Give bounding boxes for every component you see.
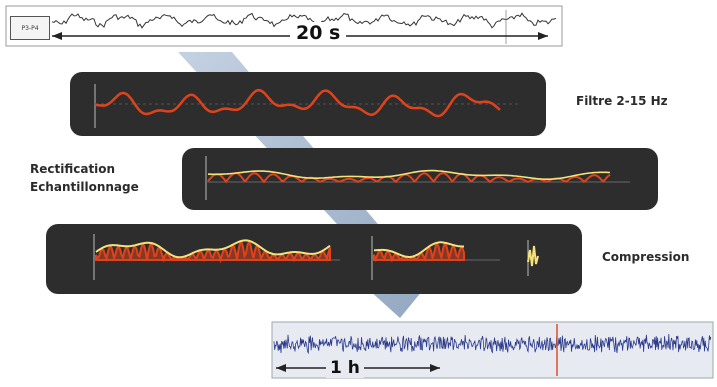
compressed-wave-1 xyxy=(95,239,331,264)
duration-1h-label: 1 h xyxy=(326,358,364,378)
duration-1h-arrowhead-left xyxy=(276,364,286,372)
compressed-eeg-trace xyxy=(273,333,712,355)
sampling-label: Echantillonnage xyxy=(30,180,139,194)
rectification-panel xyxy=(182,148,658,210)
filter-label: Filtre 2-15 Hz xyxy=(576,94,668,108)
rectification-label: Rectification xyxy=(30,162,116,176)
duration-20s-arrowhead-right xyxy=(538,32,548,40)
rectified-envelope xyxy=(208,169,611,180)
compressed-wave-3 xyxy=(527,245,539,267)
channel-label: P3-P4 xyxy=(10,16,50,40)
duration-20s-label: 20 s xyxy=(290,22,347,44)
duration-20s-arrowhead-left xyxy=(52,32,62,40)
rectified-wave xyxy=(207,172,611,184)
compressed-wave-2 xyxy=(373,241,465,263)
duration-1h-arrowhead-right xyxy=(430,364,440,372)
compression-label: Compression xyxy=(602,250,690,264)
compressed-envelope-1 xyxy=(95,239,331,259)
compressed-envelope-2 xyxy=(374,241,464,258)
raw-eeg-strip xyxy=(5,5,563,47)
filtered-wave xyxy=(95,88,501,118)
raw-eeg-trace xyxy=(51,12,557,29)
